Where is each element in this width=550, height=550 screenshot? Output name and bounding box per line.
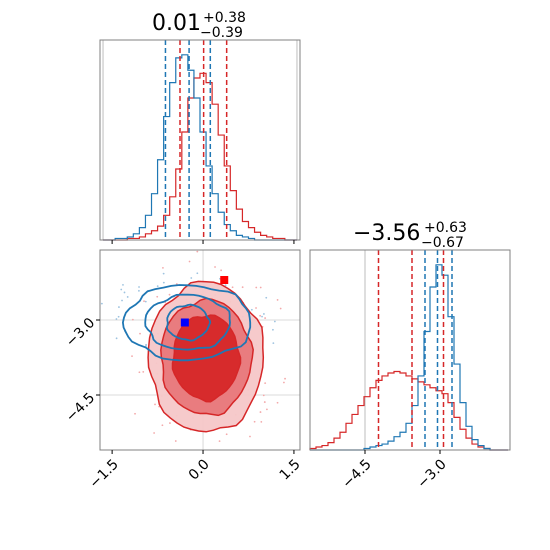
joint-scatter-point	[284, 377, 286, 380]
joint-scatter-point	[138, 371, 141, 374]
joint-scatter-point	[225, 433, 228, 436]
joint-scatter-point	[120, 288, 123, 291]
joint-scatter-point	[276, 299, 279, 301]
joint-scatter-point	[190, 277, 193, 279]
red-truth-marker	[220, 276, 229, 284]
joint-contour-panel: −1.5 0.0 1.5 −4.5 −3.0	[63, 249, 304, 492]
joint-scatter-point	[144, 300, 147, 303]
joint-ytick-label: −3.0	[63, 315, 98, 350]
joint-scatter-point	[255, 286, 258, 289]
joint-scatter-point	[253, 420, 256, 423]
joint-xtick-label: 1.5	[277, 456, 304, 483]
joint-scatter-point	[162, 266, 164, 269]
joint-scatter-point	[188, 260, 191, 263]
joint-scatter-point	[259, 411, 262, 413]
joint-scatter-point	[100, 302, 103, 305]
joint-scatter-point	[249, 435, 251, 438]
joint-scatter-point	[123, 291, 126, 294]
right-hist-frame	[309, 249, 511, 451]
top-left-histogram-panel	[99, 39, 301, 244]
joint-scatter-point	[263, 401, 266, 403]
bottom-right-histogram-panel: −4.5 −3.0	[309, 249, 511, 492]
joint-scatter-point	[218, 440, 221, 442]
joint-scatter-point	[266, 408, 268, 411]
top-title-plus: +0.38	[203, 10, 246, 26]
right-hist-xtick-label: −4.5	[339, 456, 374, 491]
joint-scatter-point	[168, 293, 171, 296]
joint-scatter-point	[260, 420, 263, 423]
joint-scatter-point	[145, 343, 148, 346]
joint-scatter-point	[196, 250, 199, 253]
joint-scatter-point	[174, 440, 177, 442]
joint-scatter-point	[261, 315, 263, 318]
bottom-right-title: −3.56 +0.63 −0.67	[353, 220, 467, 251]
joint-scatter-point	[279, 307, 282, 310]
joint-scatter-point	[131, 355, 133, 357]
joint-scatter-point	[231, 286, 234, 289]
joint-scatter-point	[250, 308, 253, 311]
top-hist-frame	[99, 39, 301, 241]
right-hist-red-histogram	[309, 370, 508, 451]
joint-scatter-point	[283, 381, 285, 384]
joint-scatter-point	[118, 306, 120, 308]
joint-xtick-label: 0.0	[186, 456, 213, 483]
joint-scatter-point	[138, 289, 140, 292]
joint-scatter-point	[241, 286, 244, 289]
joint-ytick-label: −4.5	[63, 390, 98, 425]
joint-scatter-point	[272, 328, 274, 331]
joint-scatter-point	[259, 314, 262, 317]
joint-scatter-point	[196, 272, 199, 275]
joint-scatter-point	[265, 296, 268, 299]
joint-scatter-point	[169, 422, 171, 424]
right-hist-blue-histogram	[310, 264, 508, 451]
joint-scatter-point	[143, 300, 145, 303]
blue-density-contour	[144, 293, 231, 351]
joint-scatter-point	[224, 284, 227, 287]
joint-scatter-point	[259, 286, 262, 289]
joint-scatter-point	[115, 318, 118, 320]
blue-density-contour	[165, 303, 212, 342]
joint-scatter-point	[263, 313, 265, 315]
right-title-base: −3.56	[353, 221, 420, 246]
top-title-minus: −0.39	[200, 25, 243, 41]
joint-scatter-point	[131, 318, 134, 321]
joint-frame	[99, 249, 301, 451]
joint-scatter-point	[115, 337, 118, 340]
joint-scatter-point	[276, 401, 279, 404]
top-hist-blue-histogram	[103, 54, 297, 241]
joint-scatter-point	[154, 403, 156, 406]
blue-truth-marker	[180, 318, 189, 327]
joint-scatter-point	[255, 307, 257, 309]
top-title-base: 0.01	[152, 11, 201, 36]
joint-scatter-point	[134, 412, 136, 415]
joint-scatter-point	[161, 424, 164, 427]
joint-scatter-point	[264, 317, 267, 319]
joint-xtick-label: −1.5	[87, 456, 122, 491]
joint-scatter-point	[153, 432, 156, 434]
joint-scatter-point	[214, 266, 216, 268]
joint-scatter-point	[138, 286, 140, 288]
joint-scatter-point	[273, 320, 276, 323]
joint-scatter-point	[262, 394, 265, 397]
right-hist-xtick-label: −3.0	[414, 456, 449, 491]
joint-scatter-point	[122, 283, 124, 286]
blue-density-contour	[121, 284, 252, 362]
right-title-plus: +0.63	[424, 220, 467, 236]
top-left-title: 0.01 +0.38 −0.39	[152, 10, 246, 41]
joint-scatter-point	[156, 285, 159, 288]
joint-scatter-point	[142, 370, 145, 373]
joint-scatter-point	[220, 269, 223, 272]
joint-plot-area	[100, 250, 300, 450]
joint-scatter-point	[139, 332, 141, 335]
joint-scatter-point	[264, 382, 267, 385]
joint-scatter-point	[156, 295, 159, 298]
right-title-minus: −0.67	[421, 235, 464, 251]
joint-scatter-point	[162, 281, 165, 284]
joint-scatter-point	[126, 296, 129, 298]
joint-scatter-point	[272, 342, 275, 345]
joint-scatter-point	[162, 272, 165, 275]
joint-scatter-point	[117, 315, 120, 318]
joint-scatter-point	[121, 299, 123, 302]
